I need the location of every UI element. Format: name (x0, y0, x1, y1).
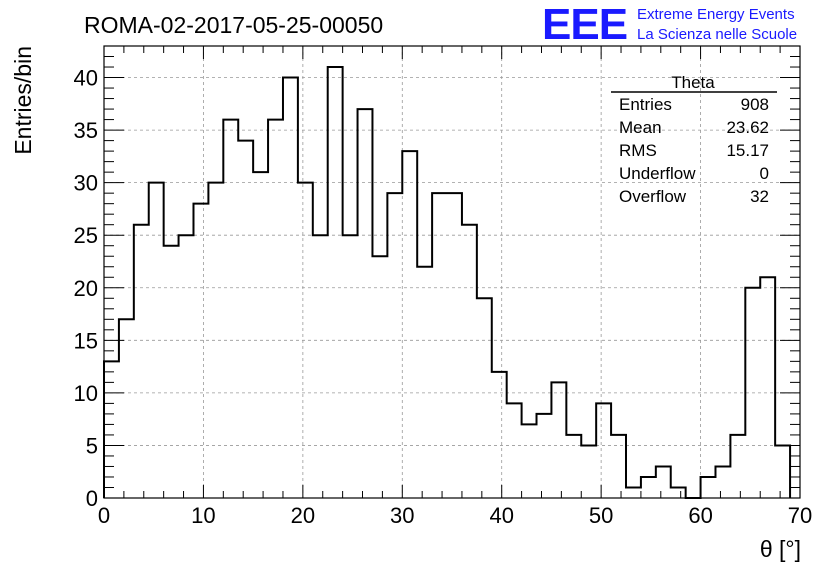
stats-value: 0 (760, 164, 769, 183)
histogram-bin (223, 120, 238, 498)
histogram-bin (492, 372, 507, 498)
histogram-bin (447, 193, 462, 498)
histogram-bin (387, 193, 402, 498)
histogram-bin (537, 414, 552, 498)
histogram-bin (522, 424, 537, 498)
stats-box: Theta Entries 908 Mean 23.62 RMS 15.17 Underfl… (611, 73, 777, 206)
histogram-bin (477, 298, 492, 498)
histogram-bin (656, 466, 671, 498)
histogram-bin (611, 435, 626, 498)
y-tick-label: 20 (74, 276, 98, 301)
y-tick-label: 0 (86, 486, 98, 511)
histogram-bin (566, 435, 581, 498)
histogram-bin (760, 277, 775, 498)
x-tick-label: 70 (788, 503, 812, 528)
histogram-bin (343, 235, 358, 498)
eee-logo: EEE Extreme Energy Events La Scienza nel… (542, 0, 797, 49)
histogram-bin (596, 403, 611, 498)
histogram-bin (119, 319, 134, 498)
histogram-bin (507, 403, 522, 498)
stats-value: 32 (750, 187, 769, 206)
histogram-bin (134, 225, 149, 498)
stats-title: Theta (671, 73, 715, 92)
histogram-bin (193, 204, 208, 498)
x-axis-label: θ [°] (760, 536, 801, 562)
y-tick-label: 5 (86, 433, 98, 458)
y-tick-label: 35 (74, 118, 98, 143)
histogram-bin (551, 382, 566, 498)
histogram-bin (701, 477, 716, 498)
stats-label: Entries (619, 95, 672, 114)
histogram-bin (432, 193, 447, 498)
histogram-bin (268, 120, 283, 498)
y-axis-label: Entries/bin (10, 46, 36, 155)
histogram-bin (730, 435, 745, 498)
x-tick-label: 30 (390, 503, 414, 528)
histogram-bin (149, 183, 164, 498)
histogram-bin (313, 235, 328, 498)
histogram-bin (372, 256, 387, 498)
histogram-bin (671, 487, 686, 498)
chart-title: ROMA-02-2017-05-25-00050 (84, 12, 383, 38)
x-tick-label: 10 (191, 503, 215, 528)
axis-ticks: 0 10 20 30 40 50 60 70 0 5 10 15 20 25 30 35 40 (74, 45, 812, 528)
histogram-bin (238, 141, 253, 498)
histogram-bin (164, 246, 179, 498)
y-tick-label: 40 (74, 66, 98, 91)
histogram-bin (402, 151, 417, 498)
logo-line-1: Extreme Energy Events (637, 6, 795, 23)
logo-mark: EEE (542, 0, 627, 49)
histogram-bin (626, 487, 641, 498)
y-tick-label: 25 (74, 223, 98, 248)
histogram-bin (715, 466, 730, 498)
x-tick-label: 0 (98, 503, 110, 528)
stats-value: 15.17 (726, 141, 769, 160)
x-tick-label: 40 (489, 503, 513, 528)
histogram-bin (775, 445, 790, 498)
histogram-bin (641, 477, 656, 498)
x-tick-label: 50 (589, 503, 613, 528)
histogram-bin (253, 172, 268, 498)
stats-label: Overflow (619, 187, 687, 206)
histogram-bars (103, 66, 792, 499)
plot-frame (103, 45, 801, 499)
x-tick-label: 20 (291, 503, 315, 528)
histogram-bin (462, 225, 477, 498)
histogram-bin (581, 445, 596, 498)
stats-label: Underflow (619, 164, 696, 183)
stats-label: Mean (619, 118, 662, 137)
histogram-bin (179, 235, 194, 498)
stats-value: 23.62 (726, 118, 769, 137)
logo-line-2: La Scienza nelle Scuole (637, 26, 797, 43)
histogram-bin (208, 183, 223, 498)
histogram-bin (417, 267, 432, 498)
grid-lines (104, 46, 800, 498)
x-tick-label: 60 (688, 503, 712, 528)
y-tick-label: 10 (74, 381, 98, 406)
histogram-step-line (103, 66, 792, 499)
stats-label: RMS (619, 141, 657, 160)
stats-value: 908 (741, 95, 769, 114)
y-tick-label: 30 (74, 171, 98, 196)
histogram-bin (328, 67, 343, 498)
histogram-bin (358, 109, 373, 498)
histogram-bin (104, 361, 119, 498)
y-tick-label: 15 (74, 328, 98, 353)
